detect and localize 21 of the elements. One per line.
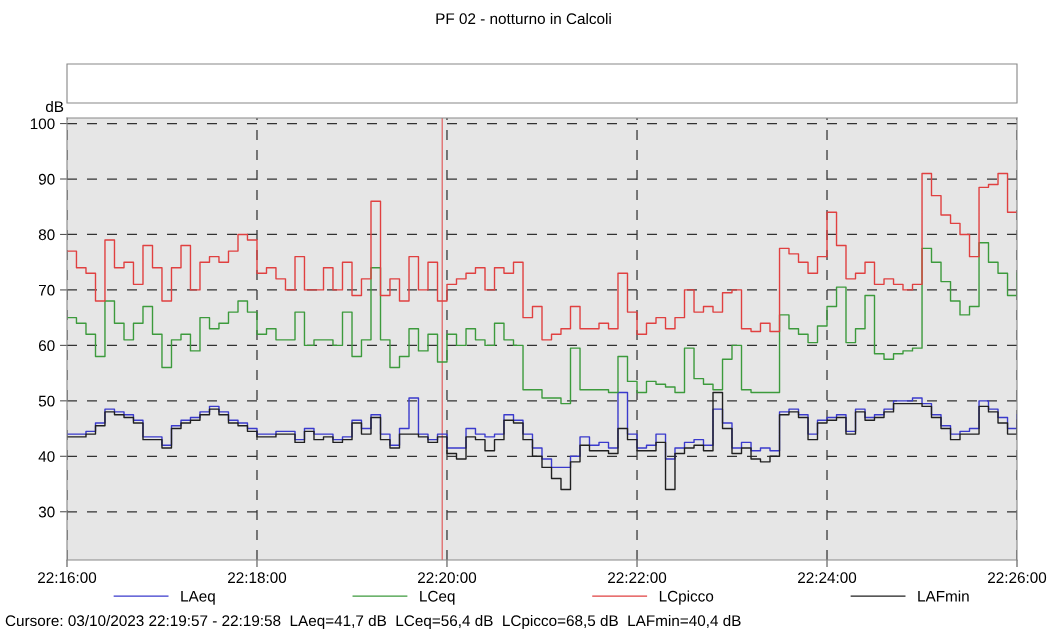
y-tick-label: 80	[38, 229, 55, 241]
x-tick-label: 22:24:00	[798, 572, 857, 584]
y-tick-label: 50	[38, 395, 55, 407]
x-tick-label: 22:20:00	[418, 572, 477, 584]
legend-label: LAFmin	[918, 590, 969, 602]
y-tick-label: 90	[38, 173, 55, 185]
y-axis-title: dB	[45, 100, 64, 113]
x-tick-label: 22:26:00	[988, 572, 1047, 584]
y-tick-label: 60	[38, 340, 55, 352]
y-tick-label: 40	[38, 451, 55, 462]
legend-label: LAeq	[181, 590, 215, 605]
legend-label: LCpicco	[659, 590, 714, 605]
legend-label: LCeq	[420, 590, 455, 605]
chart-title: PF 02 - notturno in Calcoli	[436, 12, 611, 25]
x-tick-label: 22:22:00	[608, 572, 667, 584]
x-tick-label: 22:18:00	[228, 572, 287, 584]
text: Cursore: 03/10/2023 22:19:57 - 22:19:58 LAeq=41,7 dB LCeq=56,4 dB LCpicco=68,5 dB LAFmin=40,4 dB	[5, 614, 741, 630]
y-tick-label: 70	[38, 284, 55, 296]
x-tick-label: 22:16:00	[38, 572, 97, 584]
y-tick-label: 100	[30, 118, 55, 130]
y-tick-label: 30	[38, 506, 55, 518]
